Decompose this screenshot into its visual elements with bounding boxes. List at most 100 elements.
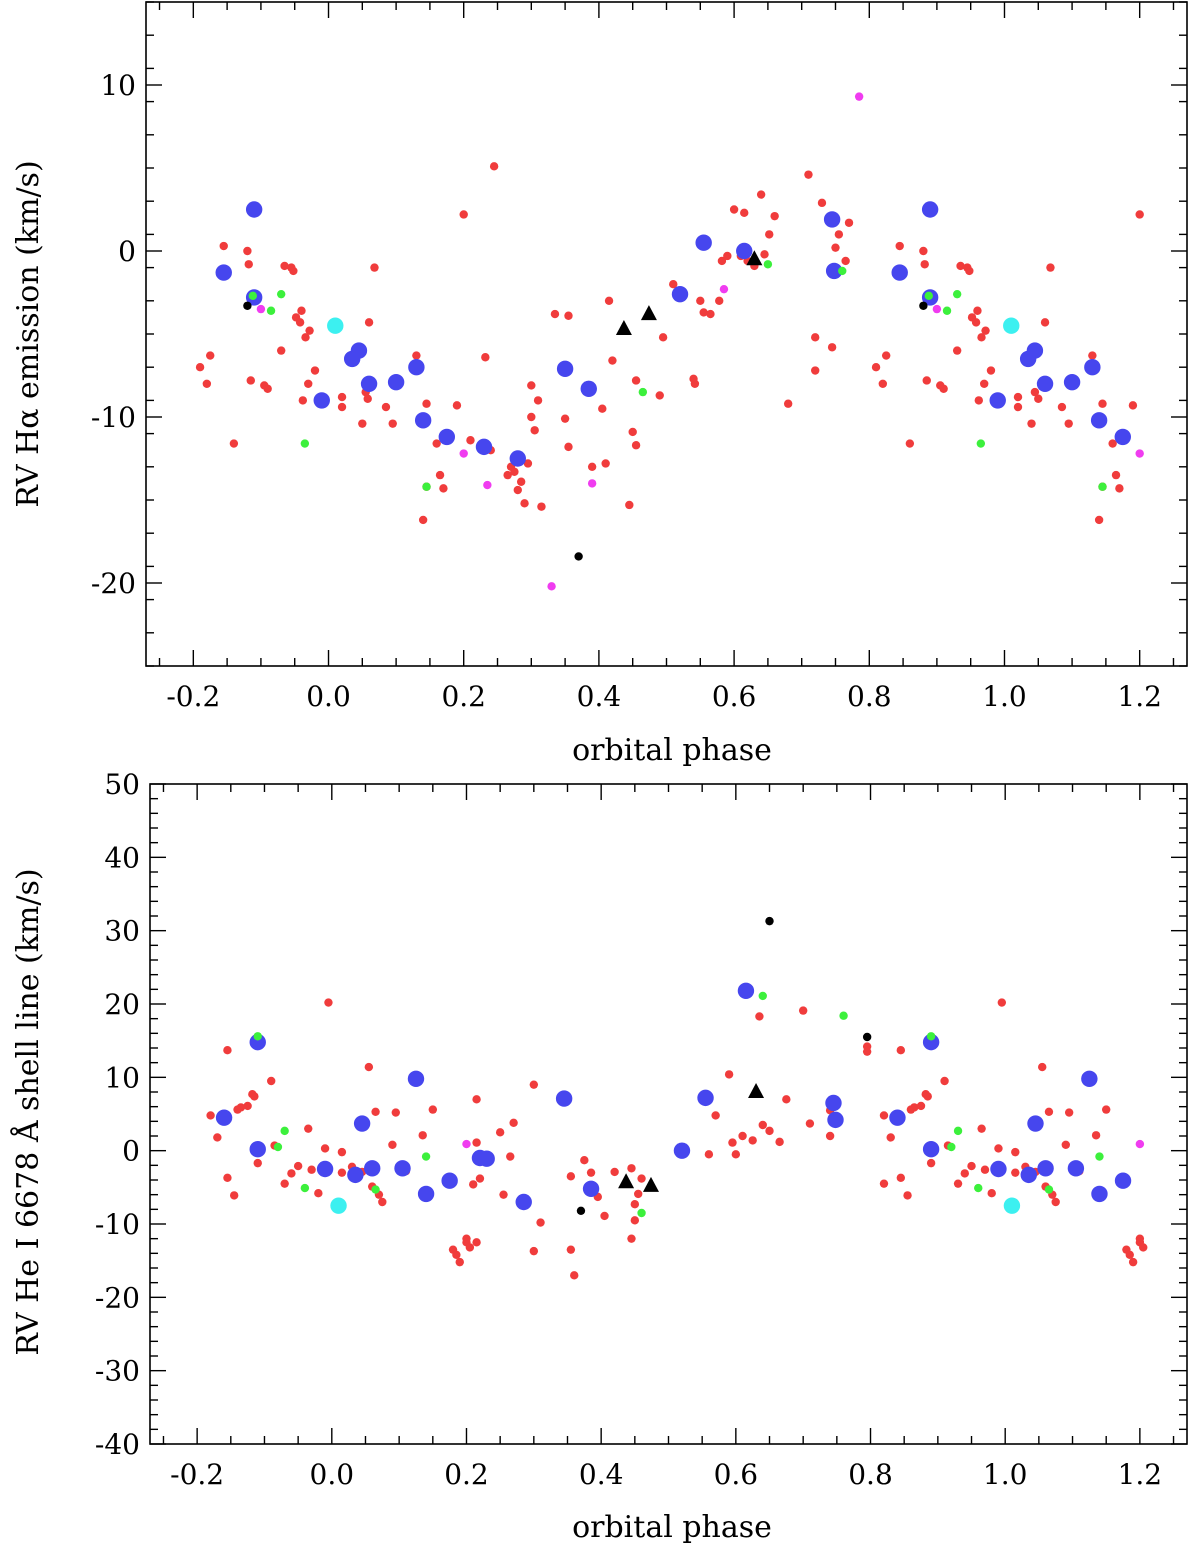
bottom-point-blue <box>347 1166 364 1184</box>
top-point-blue <box>989 392 1006 409</box>
bottom-point-red <box>704 1150 714 1159</box>
top-point-blue <box>1114 428 1131 446</box>
bottom-point-blue <box>249 1033 266 1051</box>
bottom-point-red <box>633 1189 643 1199</box>
top-point-red <box>1013 392 1023 402</box>
top-point-blue <box>736 242 753 260</box>
top-point-red <box>388 419 397 428</box>
top-point-red <box>418 515 428 525</box>
bottom-point-black <box>862 1032 872 1042</box>
top-point-blue <box>556 360 574 378</box>
bottom-point-red <box>960 1169 969 1178</box>
bottom-point-red <box>570 1271 579 1280</box>
top-point-magenta <box>547 582 556 591</box>
top-point-red <box>631 376 641 385</box>
bottom-point-red <box>738 1131 747 1141</box>
top-point-black-triangle <box>615 320 632 336</box>
bottom-point-blue <box>582 1180 600 1198</box>
bottom-point-red <box>994 1144 1003 1153</box>
top-point-red <box>811 366 820 375</box>
bottom-point-green <box>637 1208 646 1218</box>
bottom-point-red <box>879 1179 889 1188</box>
bottom-y-tick-label: 30 <box>104 915 140 948</box>
top-x-tick-label: 1.0 <box>982 680 1027 713</box>
top-point-red <box>1030 387 1040 397</box>
bottom-point-red <box>977 1124 986 1133</box>
bottom-panel: -0.2 0.0 0.2 0.4 0.6 0.8 1.0 1.2 -40 -30 -20 -10 0 10… <box>10 768 1188 1545</box>
bottom-point-blue <box>407 1070 425 1088</box>
top-point-red <box>564 311 573 320</box>
bottom-y-tick-label: -10 <box>95 1208 140 1241</box>
bottom-point-blue <box>1067 1160 1085 1177</box>
top-point-red <box>881 351 891 360</box>
bottom-point-red <box>630 1200 640 1209</box>
top-point-red <box>246 376 255 385</box>
bottom-point-green <box>974 1183 983 1193</box>
top-ticks: -0.2 0.0 0.2 0.4 0.6 0.8 1.0 1.2 -20 -10 0 10 <box>91 1 1187 713</box>
top-point-red <box>952 346 962 355</box>
top-point-red <box>489 162 499 171</box>
bottom-point-blue <box>673 1142 691 1159</box>
top-point-red <box>1064 419 1073 428</box>
bottom-point-red <box>825 1131 835 1141</box>
top-point-red <box>598 404 607 413</box>
bottom-point-red <box>324 998 333 1007</box>
bottom-point-red <box>980 1165 990 1174</box>
bottom-y-tick-label: 20 <box>104 988 140 1021</box>
top-x-axis-title: orbital phase <box>572 733 772 768</box>
top-point-red <box>986 366 996 375</box>
bottom-point-green <box>926 1032 936 1041</box>
top-point-red <box>770 211 779 221</box>
top-point-blue <box>438 428 456 446</box>
top-point-red <box>1027 419 1036 428</box>
top-point-magenta <box>1135 449 1144 458</box>
bottom-x-axis-title: orbital phase <box>572 1510 772 1545</box>
bottom-point-red <box>748 1136 757 1145</box>
top-point-red <box>717 256 727 266</box>
top-point-red <box>516 477 526 486</box>
bottom-point-red <box>862 1047 872 1056</box>
top-x-tick-label: 0.4 <box>577 680 622 713</box>
top-point-red <box>817 198 827 208</box>
top-point-red <box>715 296 724 305</box>
top-point-blue <box>215 264 232 281</box>
top-point-red <box>530 426 539 435</box>
bottom-point-red <box>987 1189 996 1198</box>
top-point-red <box>1094 515 1104 525</box>
bottom-x-tick-label: 0.4 <box>579 1458 624 1491</box>
bottom-point-red <box>287 1169 296 1178</box>
bottom-data-points <box>206 916 1148 1280</box>
bottom-x-tick-label: 0.6 <box>714 1458 759 1491</box>
top-point-red <box>243 246 252 256</box>
bottom-point-red <box>610 1167 619 1177</box>
bottom-point-green <box>947 1142 956 1152</box>
bottom-x-tick-label: 0.2 <box>444 1458 489 1491</box>
bottom-point-green <box>839 1011 848 1020</box>
top-point-red <box>920 260 929 269</box>
top-point-green <box>763 260 773 269</box>
bottom-point-red <box>997 998 1007 1007</box>
top-point-magenta <box>719 284 729 294</box>
top-point-cyan <box>1003 317 1020 334</box>
top-y-axis-title: RV Hα emission (km/s) <box>11 160 46 507</box>
bottom-point-red <box>223 1046 232 1055</box>
top-point-red <box>922 376 931 385</box>
bottom-point-blue <box>1037 1160 1054 1177</box>
bottom-point-blue <box>889 1109 906 1126</box>
bottom-point-red <box>378 1197 387 1207</box>
bottom-point-red <box>879 1111 889 1120</box>
top-point-red <box>564 442 573 452</box>
bottom-point-black-triangle <box>618 1173 635 1189</box>
top-point-red <box>363 394 372 403</box>
bottom-point-red <box>805 1119 815 1128</box>
top-point-magenta <box>459 449 468 458</box>
bottom-point-red <box>923 1092 932 1101</box>
bottom-point-red <box>580 1156 589 1165</box>
bottom-point-red <box>536 1218 545 1227</box>
top-point-blue <box>1026 342 1044 359</box>
bottom-point-cyan <box>330 1197 347 1214</box>
top-point-red <box>412 351 421 360</box>
bottom-point-blue <box>827 1111 844 1129</box>
bottom-point-red <box>758 1120 767 1130</box>
